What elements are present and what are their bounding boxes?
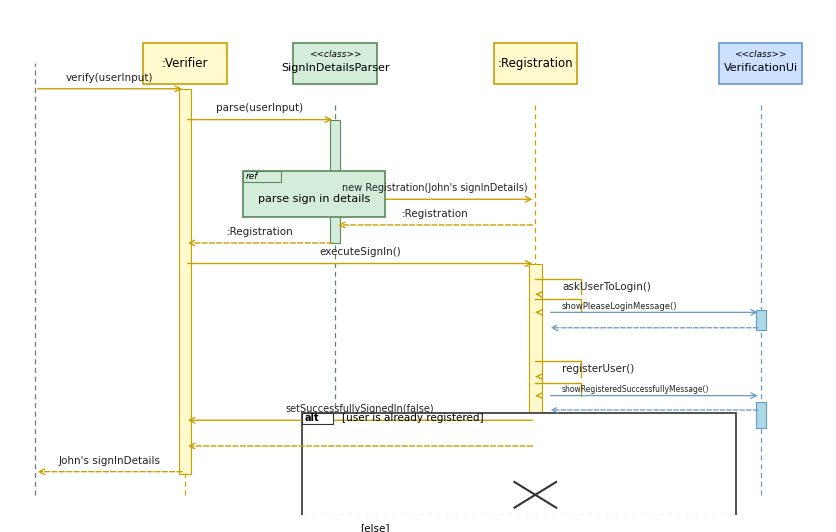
Bar	[755, 310, 765, 330]
Text: John's signInDetails: John's signInDetails	[59, 455, 161, 466]
Text: :Verifier: :Verifier	[161, 56, 208, 70]
Text: [user is already registered]: [user is already registered]	[341, 413, 483, 423]
FancyBboxPatch shape	[243, 171, 281, 182]
Text: parse(userInput): parse(userInput)	[217, 103, 303, 113]
Bar	[528, 263, 541, 448]
FancyBboxPatch shape	[301, 413, 333, 424]
Text: ref: ref	[246, 172, 257, 181]
Text: <<class>>: <<class>>	[733, 49, 786, 59]
FancyBboxPatch shape	[301, 413, 735, 532]
Bar	[755, 402, 765, 428]
Text: registerUser(): registerUser()	[561, 364, 634, 374]
FancyBboxPatch shape	[293, 43, 376, 84]
Text: VerificationUi: VerificationUi	[722, 63, 797, 73]
Text: executeSignIn(): executeSignIn()	[319, 247, 400, 257]
Text: SignInDetailsParser: SignInDetailsParser	[281, 63, 389, 73]
Text: verify(userInput): verify(userInput)	[66, 72, 153, 82]
Text: :Registration: :Registration	[227, 227, 293, 237]
FancyBboxPatch shape	[718, 43, 801, 84]
Text: askUserToLogin(): askUserToLogin()	[561, 281, 650, 292]
Text: showPleaseLoginMessage(): showPleaseLoginMessage()	[561, 302, 676, 311]
FancyBboxPatch shape	[143, 43, 227, 84]
Text: showRegisteredSuccessfullyMessage(): showRegisteredSuccessfullyMessage()	[561, 385, 709, 394]
Text: :Registration: :Registration	[497, 56, 573, 70]
Text: parse sign in details: parse sign in details	[257, 194, 370, 204]
Bar	[178, 89, 191, 474]
FancyBboxPatch shape	[493, 43, 576, 84]
Text: alt: alt	[304, 413, 319, 423]
Bar	[329, 120, 339, 243]
Text: [else]: [else]	[359, 523, 389, 532]
Text: new Registration(John's signInDetails): new Registration(John's signInDetails)	[342, 183, 528, 193]
FancyBboxPatch shape	[243, 171, 385, 217]
Text: <<class>>: <<class>>	[308, 49, 361, 59]
Text: setSuccessfullySignedIn(false): setSuccessfullySignedIn(false)	[285, 404, 434, 414]
Text: :Registration: :Registration	[401, 209, 468, 219]
